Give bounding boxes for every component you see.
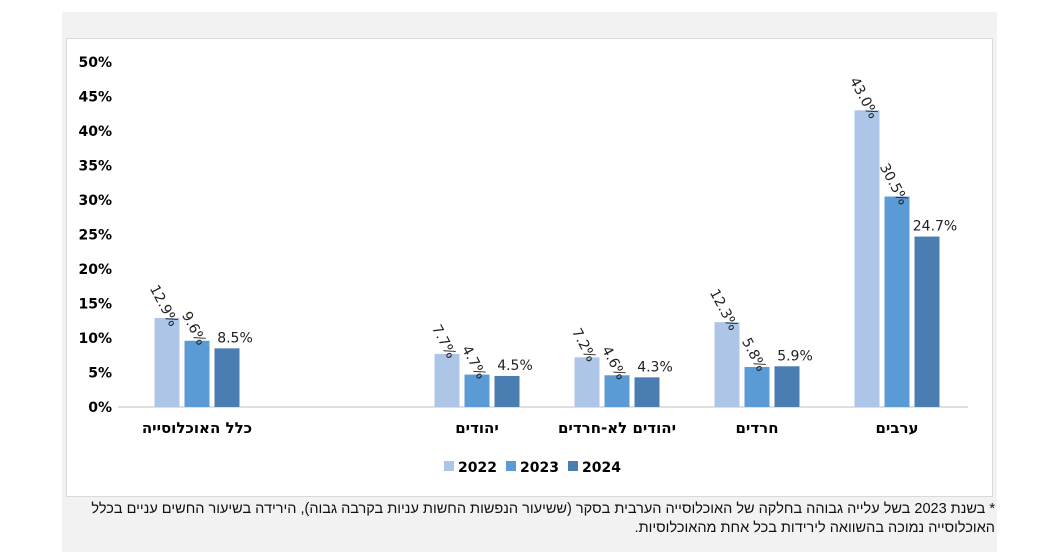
y-tick-label: 15% (78, 297, 112, 313)
data-label: 7.2% (568, 326, 599, 365)
legend-label: 2022 (458, 460, 497, 476)
category-label: יהודים לא-חרדים (558, 419, 676, 437)
legend-swatch (506, 461, 516, 471)
bar-2022 (154, 317, 180, 407)
y-tick-label: 25% (78, 228, 112, 244)
data-label: 7.7% (428, 322, 459, 361)
y-tick-label: 35% (78, 159, 112, 175)
bar-2023 (464, 374, 490, 407)
chart-area (66, 38, 993, 497)
bar-2023 (184, 340, 210, 407)
category-label: כלל האוכלוסייה (142, 419, 252, 437)
footnote: * בשנת 2023 בשל עלייה גבוהה בחלקה של האו… (91, 501, 995, 536)
legend-label: 2023 (520, 460, 559, 476)
data-label: 5.8% (738, 335, 769, 374)
legend-swatch (568, 461, 578, 471)
category-label: ערבים (875, 419, 918, 437)
bar-2022 (854, 110, 880, 408)
bar-2024 (914, 236, 940, 407)
bar-2023 (884, 196, 910, 407)
y-tick-label: 40% (78, 124, 112, 140)
y-tick-label: 5% (88, 366, 112, 382)
y-tick-label: 50% (78, 55, 112, 71)
bar-2024 (774, 366, 800, 407)
bar-2022 (574, 357, 600, 407)
data-label: 12.3% (706, 287, 741, 334)
data-label: 4.5% (497, 358, 533, 374)
data-label: 4.7% (458, 343, 489, 382)
data-label: 4.3% (637, 359, 673, 375)
legend-label: 2024 (582, 460, 621, 476)
data-label: 4.6% (598, 344, 629, 383)
bar-2024 (634, 377, 660, 407)
data-label: 43.0% (846, 75, 881, 122)
data-label: 24.7% (913, 219, 957, 235)
category-label: יהודים (455, 419, 499, 437)
bar-2023 (604, 375, 630, 407)
bar-2024 (214, 348, 240, 407)
y-tick-label: 20% (78, 262, 112, 278)
y-tick-label: 30% (78, 193, 112, 209)
category-label: חרדים (735, 419, 778, 437)
bar-2022 (434, 353, 460, 407)
data-label: 9.6% (178, 309, 209, 348)
bar-2023 (744, 366, 770, 407)
data-label: 8.5% (217, 330, 253, 346)
data-label: 12.9% (146, 282, 181, 329)
y-tick-label: 10% (78, 331, 112, 347)
y-tick-label: 0% (88, 400, 112, 416)
legend-swatch (444, 461, 454, 471)
y-tick-label: 45% (78, 90, 112, 106)
bar-2022 (714, 322, 740, 407)
bar-2024 (494, 375, 520, 407)
data-label: 30.5% (876, 161, 911, 208)
data-label: 5.9% (777, 348, 813, 364)
